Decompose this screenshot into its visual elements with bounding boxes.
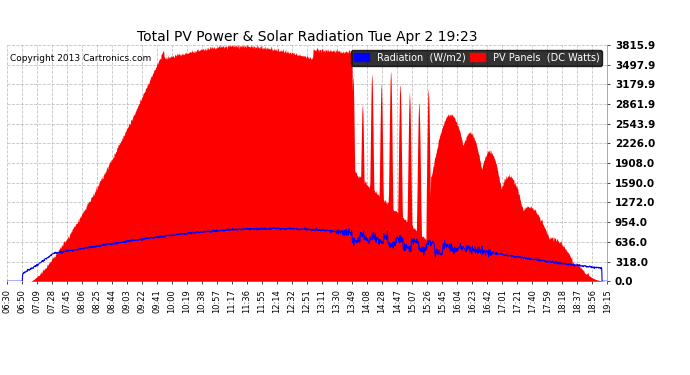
Title: Total PV Power & Solar Radiation Tue Apr 2 19:23: Total PV Power & Solar Radiation Tue Apr… [137,30,477,44]
Legend: Radiation  (W/m2), PV Panels  (DC Watts): Radiation (W/m2), PV Panels (DC Watts) [351,50,602,66]
Text: Copyright 2013 Cartronics.com: Copyright 2013 Cartronics.com [10,54,151,63]
